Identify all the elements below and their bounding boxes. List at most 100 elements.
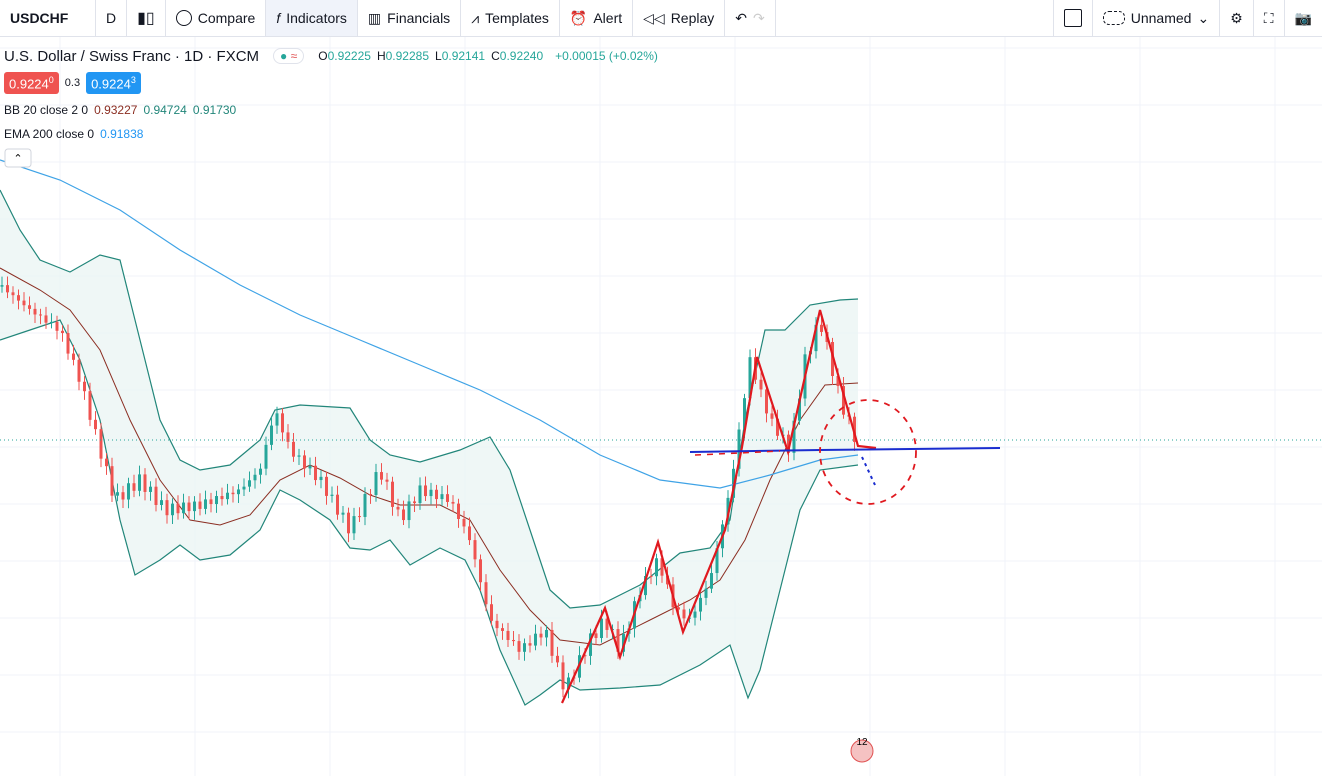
label: Templates — [485, 10, 549, 26]
candle-body — [330, 494, 334, 496]
candle-body — [479, 559, 482, 583]
candle-body — [17, 295, 20, 301]
candle-body — [787, 434, 790, 453]
symbol[interactable]: USDCHF — [0, 0, 96, 36]
replay[interactable]: ◁◁ Replay — [633, 0, 726, 36]
candle-body — [770, 413, 774, 419]
candle-body — [396, 506, 400, 510]
candle-body — [325, 476, 328, 496]
layout-toggle[interactable] — [1052, 0, 1093, 36]
candle-body — [517, 641, 521, 652]
candle-body — [704, 588, 708, 598]
indicator-name: EMA 200 close 0 — [4, 127, 95, 141]
collapse-legend[interactable] — [4, 148, 32, 168]
interval[interactable]: D — [96, 0, 128, 36]
candle-body — [209, 499, 213, 505]
candle-body — [72, 353, 75, 360]
candle-body — [220, 496, 224, 500]
candle-body — [127, 483, 130, 500]
candle-body — [644, 576, 647, 596]
candle-body — [165, 500, 169, 516]
sell-button[interactable]: 0.92240 — [4, 71, 59, 95]
label: Indicators — [286, 10, 347, 26]
candle-body — [506, 630, 510, 640]
settings[interactable]: ⚙ — [1220, 0, 1254, 36]
candle-body — [765, 389, 768, 414]
candle-body — [138, 474, 141, 491]
buy-pip: 3 — [130, 74, 136, 85]
candle-body — [567, 677, 570, 690]
compare[interactable]: Compare — [166, 0, 267, 36]
candle-body — [171, 503, 174, 516]
candle-body — [292, 441, 295, 457]
candle-body — [281, 413, 284, 433]
indicator-value: 0.94724 — [143, 103, 187, 117]
indicator-value: 0.91838 — [100, 127, 144, 141]
candle-body — [622, 633, 625, 652]
candle-body — [347, 512, 350, 534]
layout-name[interactable]: Unnamed ⌄ — [1093, 0, 1221, 36]
candle-body — [693, 611, 697, 618]
candle-body — [523, 643, 526, 652]
candle-body — [616, 629, 620, 652]
buy-price: 0.9224 — [91, 76, 131, 92]
templates[interactable]: ⩘ Templates — [461, 0, 560, 36]
ohlc-label: C — [491, 49, 500, 63]
candle-body — [231, 492, 235, 495]
ohlc-value: 0.92225 — [327, 49, 371, 63]
indicators[interactable]: f Indicators — [266, 0, 358, 36]
candle-body — [446, 494, 449, 502]
alert[interactable]: ⏰ Alert — [560, 0, 634, 36]
fullscreen[interactable]: ⛶ — [1254, 0, 1285, 36]
ohlc-label: O — [318, 49, 328, 63]
chart-type[interactable]: ▮▯ — [127, 0, 166, 36]
candle-body — [341, 512, 345, 515]
candle-body — [391, 481, 394, 507]
event-badge[interactable] — [850, 739, 874, 763]
candle-body — [655, 558, 658, 577]
candle-body — [831, 342, 834, 376]
candle-body — [451, 501, 455, 504]
candle-body — [380, 472, 383, 480]
financials[interactable]: ▥ Financials — [358, 0, 462, 36]
candle-body — [429, 489, 433, 497]
candle-body — [424, 485, 427, 497]
candle-body — [594, 633, 598, 638]
candle-body — [110, 466, 114, 496]
candle-body — [226, 492, 229, 500]
indicator-row: EMA 200 close 0 0.91838 — [4, 122, 658, 146]
sell-price: 0.9224 — [9, 76, 49, 92]
candle-body — [50, 321, 53, 323]
candle-body — [319, 476, 323, 481]
candle-body — [836, 375, 840, 387]
snapshot[interactable]: 📷 — [1294, 9, 1312, 26]
candle-body — [495, 620, 499, 629]
candle-body — [737, 429, 741, 469]
candle-body — [468, 526, 471, 541]
candle-body — [600, 618, 603, 638]
candle-body — [83, 381, 86, 392]
candle-body — [583, 655, 587, 657]
candle-body — [143, 474, 147, 492]
candle-body — [94, 419, 97, 430]
candle-body — [748, 357, 752, 399]
buy-button[interactable]: 0.92243 — [86, 71, 141, 95]
candle-body — [336, 494, 339, 515]
ohlc-label: H — [376, 49, 386, 63]
label: Replay — [670, 10, 715, 26]
candle-body — [457, 503, 460, 519]
candle-body — [374, 472, 378, 495]
candle-body — [682, 609, 686, 619]
legend: U.S. Dollar / Swiss Franc · 1D · FXCM ● … — [4, 44, 658, 146]
candle-body — [660, 558, 664, 576]
undo-redo[interactable]: ↶ ↷ — [725, 0, 776, 36]
candle-body — [6, 285, 9, 293]
candle-body — [512, 639, 515, 642]
indicator-row: BB 20 close 2 0 0.93227 0.94724 0.91730 — [4, 98, 658, 122]
candle-body — [358, 516, 361, 518]
candle-body — [11, 292, 15, 296]
candle-body — [792, 420, 796, 453]
candle-body — [39, 314, 42, 316]
change: +0.00015 (+0.02%) — [555, 49, 658, 63]
